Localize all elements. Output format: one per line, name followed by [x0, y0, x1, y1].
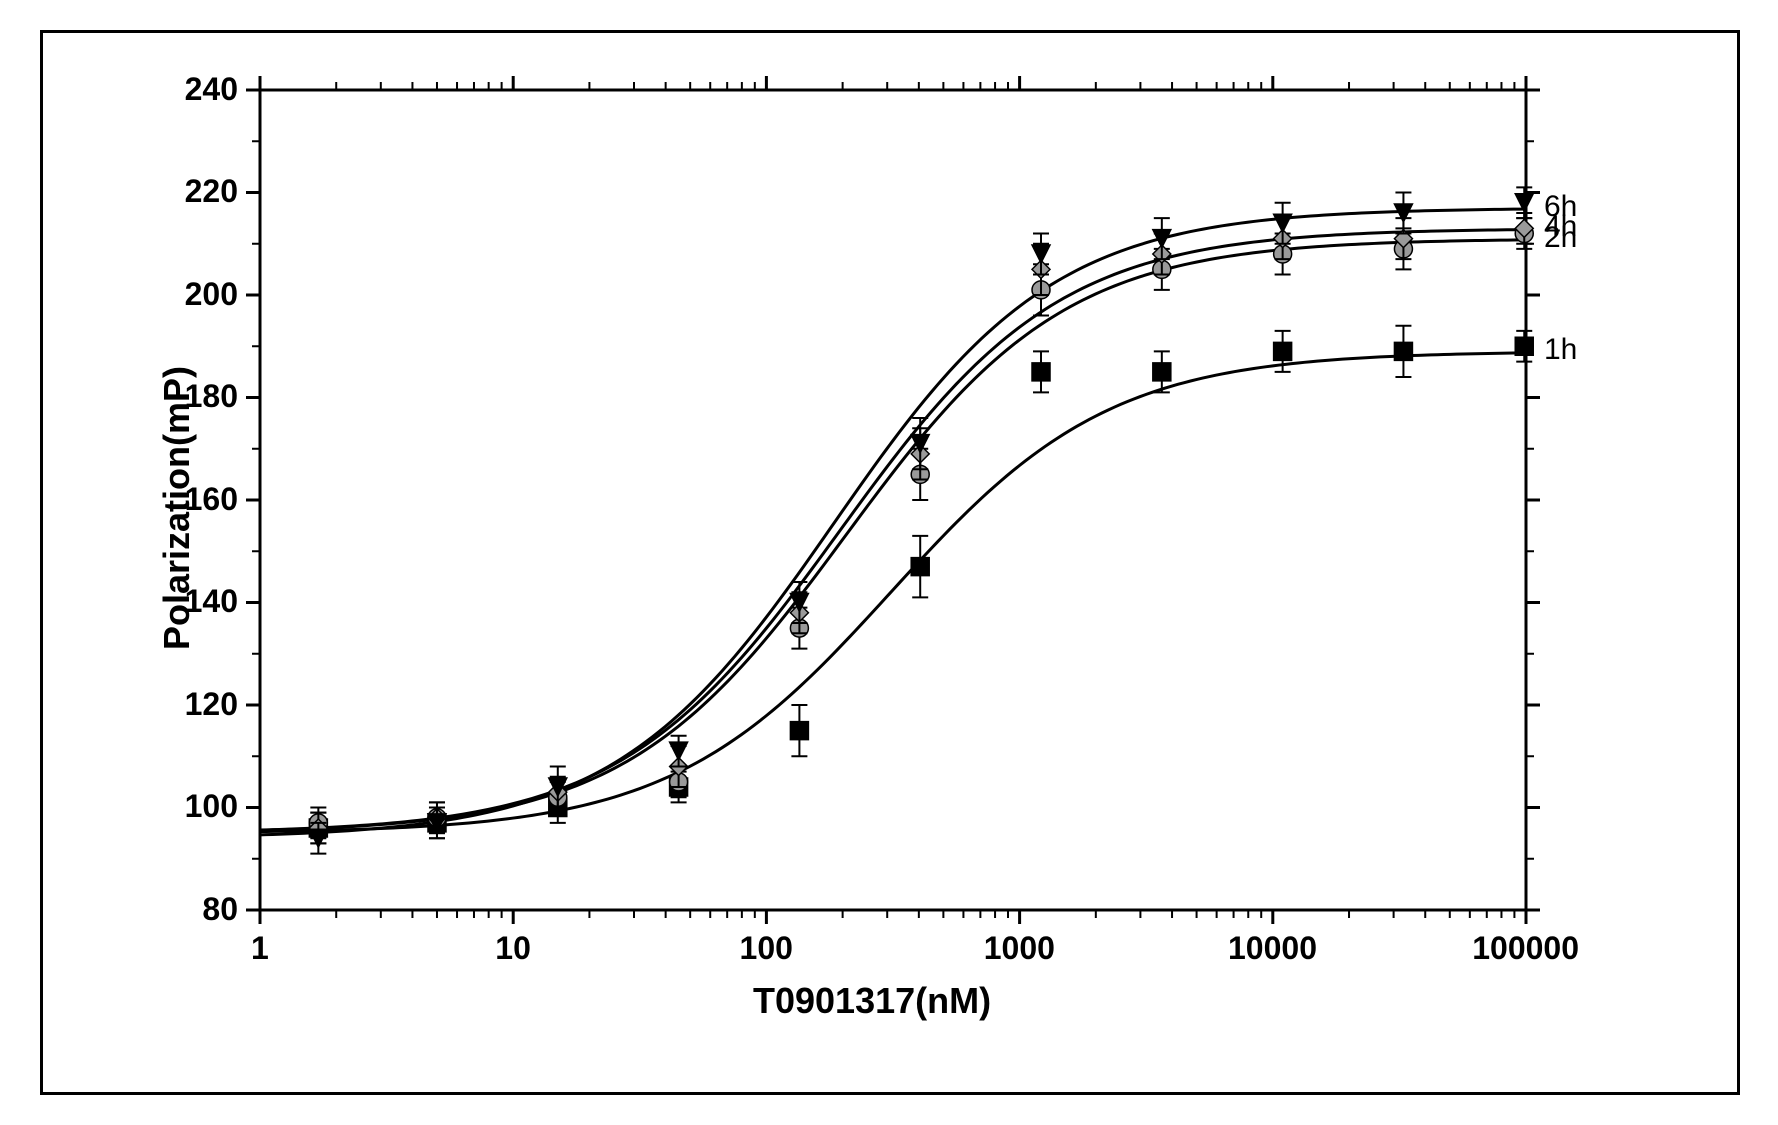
y-tick-label: 80 [202, 891, 238, 928]
x-tick-label: 10000 [1228, 930, 1317, 967]
y-tick-label: 220 [185, 173, 238, 210]
chart-frame: T0901317(nM) Polarization(mP) 8010012014… [0, 0, 1778, 1125]
series-curve-4h [260, 230, 1526, 830]
series-curve-1h [260, 353, 1526, 832]
x-tick-label: 1000 [984, 930, 1055, 967]
y-tick-label: 100 [185, 788, 238, 825]
y-tick-label: 240 [185, 71, 238, 108]
series-label-2h: 2h [1544, 221, 1577, 255]
y-tick-label: 180 [185, 378, 238, 415]
series-label-1h: 1h [1544, 333, 1577, 367]
y-tick-label: 200 [185, 276, 238, 313]
y-tick-label: 140 [185, 583, 238, 620]
x-tick-label: 10 [495, 930, 531, 967]
series-curve-2h [260, 240, 1526, 830]
x-tick-label: 1 [251, 930, 269, 967]
series-curve-6h [260, 209, 1526, 835]
x-tick-label: 100 [740, 930, 793, 967]
x-tick-label: 100000 [1472, 930, 1579, 967]
y-tick-label: 120 [185, 686, 238, 723]
x-axis-label: T0901317(nM) [753, 980, 991, 1022]
y-tick-label: 160 [185, 481, 238, 518]
